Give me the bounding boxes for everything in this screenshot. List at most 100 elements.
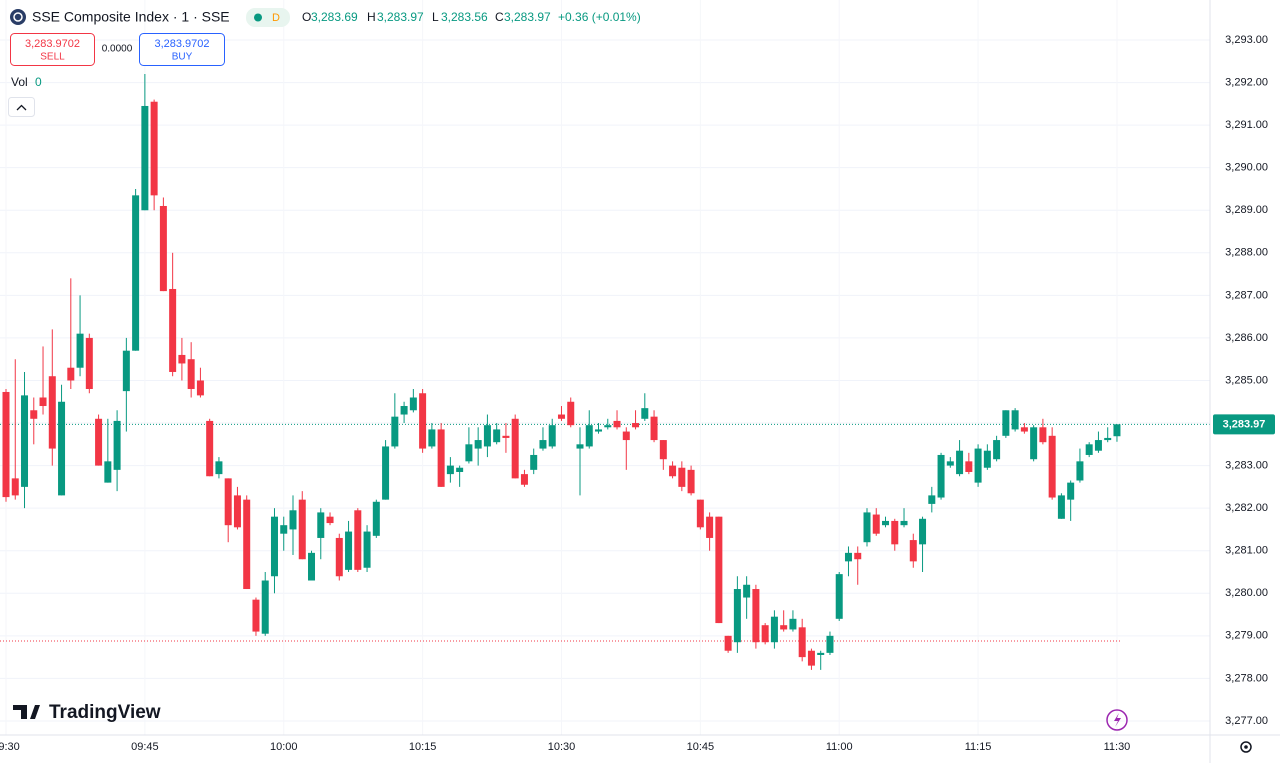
y-tick-label: 3,289.00: [1225, 204, 1268, 216]
y-tick-label: 3,282.00: [1225, 502, 1268, 514]
y-tick-label: 3,292.00: [1225, 76, 1268, 88]
candle-body: [58, 401, 66, 496]
candle-body: [937, 454, 945, 498]
candle-body: [983, 450, 991, 468]
y-tick-label: 3,293.00: [1225, 34, 1268, 46]
candle-body: [48, 376, 56, 449]
buy-price: 3,283.9702: [154, 38, 209, 50]
buy-button[interactable]: [139, 33, 225, 66]
candle-body: [1020, 427, 1028, 432]
candle-body: [789, 618, 797, 630]
candle-body: [85, 337, 93, 389]
candle-body: [335, 537, 343, 577]
candle-body: [669, 465, 677, 477]
candle-body: [391, 416, 399, 447]
candle-body: [761, 625, 769, 643]
candle-body: [770, 616, 778, 643]
x-tick-label: 11:30: [1104, 741, 1131, 753]
candle-body: [354, 510, 362, 570]
candles: [2, 74, 1121, 670]
candle-body: [844, 552, 852, 562]
lightning-button[interactable]: [1106, 709, 1128, 731]
candle-body: [1113, 424, 1121, 437]
candle-body: [641, 408, 649, 419]
symbol-icon: [13, 12, 23, 22]
candle-body: [178, 354, 186, 364]
candle-body: [622, 431, 630, 441]
badge-bg: [246, 8, 290, 27]
candle-body: [659, 440, 667, 460]
volume-label: Vol: [11, 75, 28, 89]
candle-body: [993, 440, 1001, 460]
candle-body: [854, 552, 862, 560]
symbol-icon: [10, 9, 26, 25]
candle-body: [1057, 495, 1065, 519]
x-tick-label: 09:30: [0, 741, 20, 753]
candle-body: [687, 469, 695, 494]
candle-body: [446, 465, 454, 475]
candle-body: [891, 520, 899, 545]
candle-body: [872, 514, 880, 534]
y-tick-label: 3,281.00: [1225, 545, 1268, 557]
candle-body: [474, 440, 482, 449]
sell-button[interactable]: [10, 33, 95, 66]
settings-button[interactable]: [1240, 741, 1252, 753]
candle-body: [95, 418, 103, 466]
x-tick-label: 09:45: [131, 741, 159, 753]
x-tick-label: 10:30: [548, 741, 576, 753]
candle-body: [196, 380, 204, 396]
candle-body: [243, 499, 251, 590]
candle-body: [733, 589, 741, 643]
last-price-tag: [1213, 414, 1275, 435]
candle-body: [595, 429, 603, 432]
candle-body: [900, 520, 908, 526]
candle-body: [632, 423, 640, 428]
candle-body: [326, 516, 334, 524]
candle-body: [345, 531, 353, 570]
candle-body: [76, 333, 84, 368]
candle-body: [465, 444, 473, 462]
candle-body: [159, 205, 167, 292]
candle-body: [122, 350, 130, 392]
ohlc-value: 3,283.97: [377, 10, 424, 24]
candle-body: [780, 625, 788, 630]
ohlc-key: O: [302, 10, 311, 24]
buy-label: BUY: [172, 52, 193, 63]
y-tick-label: 3,277.00: [1225, 715, 1268, 727]
volume-value: 0: [35, 75, 42, 89]
candle-body: [520, 474, 528, 485]
candle-body: [1076, 461, 1084, 481]
change: +0.36 (+0.01%): [558, 10, 641, 24]
x-tick-label: 10:15: [409, 741, 437, 753]
candle-body: [752, 589, 760, 643]
candle-body: [113, 420, 121, 470]
candle-body: [150, 101, 158, 196]
candle-body: [141, 105, 149, 211]
candle-body: [919, 518, 927, 545]
candle-body: [613, 420, 621, 428]
candle-body: [1039, 427, 1047, 443]
candle-body: [817, 652, 825, 655]
candle-body: [548, 425, 556, 447]
candle-body: [437, 429, 445, 487]
candle-body: [67, 367, 75, 381]
candle-body: [511, 418, 519, 479]
axes: 3,277.00 3,278.00 3,279.00 3,280.00 3,281.00…: [0, 34, 1275, 753]
candle-body: [132, 195, 140, 351]
candle-body: [1011, 410, 1019, 430]
collapse-button[interactable]: [8, 97, 35, 117]
symbol-title[interactable]: SSE Composite Index · 1 · SSE: [32, 9, 230, 25]
candle-body: [724, 635, 732, 651]
candle-body: [1048, 435, 1056, 498]
candle-body: [1030, 427, 1038, 460]
brand-logo: [13, 705, 40, 719]
candle-body: [215, 461, 223, 475]
candle-body: [39, 397, 47, 407]
sell-label: SELL: [40, 52, 65, 63]
x-tick-label: 10:00: [270, 741, 298, 753]
candle-body: [826, 635, 834, 653]
candle-body: [1067, 482, 1075, 500]
candle-body: [956, 450, 964, 475]
ohlc-key: H: [367, 10, 376, 24]
